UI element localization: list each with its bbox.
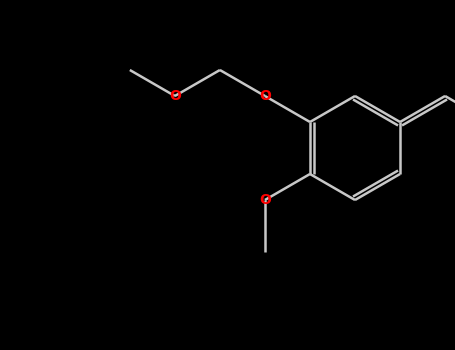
Text: O: O [259, 193, 271, 207]
Text: O: O [169, 89, 181, 103]
Text: O: O [259, 89, 271, 103]
